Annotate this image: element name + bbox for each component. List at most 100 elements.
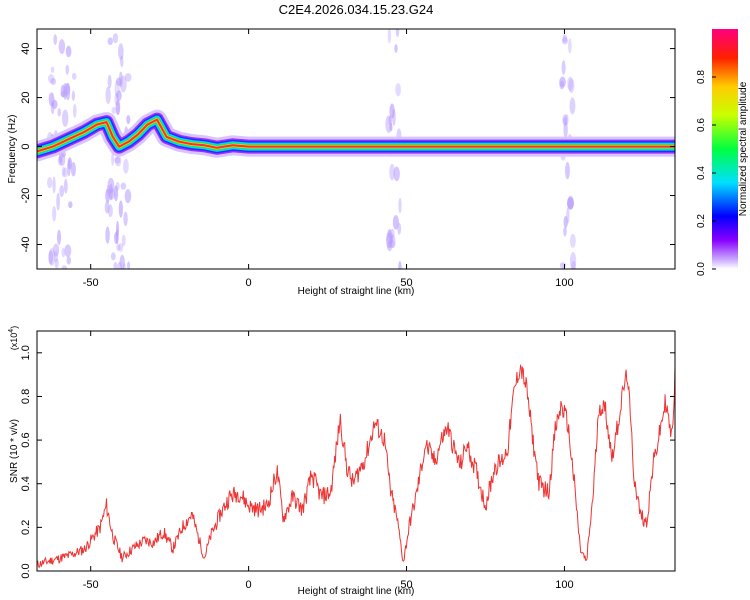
spectrogram-xlabel: Height of straight line (km) (298, 286, 415, 297)
noise-speck (563, 215, 568, 229)
spectrogram-xtick-label: 50 (400, 277, 412, 289)
snr-ytick-label: 0.8 (20, 389, 32, 404)
noise-speck (107, 37, 113, 46)
noise-speck (397, 222, 402, 235)
noise-speck (61, 265, 68, 269)
noise-speck (118, 242, 124, 252)
noise-speck (121, 234, 126, 247)
snr-xtick-label: 100 (555, 579, 573, 591)
spectrogram-ytick-label: 20 (20, 91, 32, 103)
noise-speck (562, 114, 568, 127)
spectrogram-ytick-label: 40 (20, 42, 32, 54)
noise-speck (52, 205, 57, 222)
noise-speck (119, 254, 125, 269)
noise-speck (111, 152, 115, 166)
noise-speck (64, 244, 72, 258)
snr-multiplier-base: (x10 (9, 333, 19, 351)
colorbar-label: Normalized spectral amplitude (738, 81, 749, 216)
noise-speck (68, 201, 73, 209)
noise-speck (114, 155, 122, 167)
noise-speck (395, 29, 400, 37)
noise-speck (50, 78, 57, 85)
spectrogram-ytick-label: -20 (20, 188, 32, 204)
noise-speck (386, 229, 393, 244)
noise-speck (52, 243, 60, 257)
noise-speck (386, 232, 393, 249)
noise-speck (60, 90, 68, 98)
noise-speck (47, 74, 55, 84)
ridge-band (37, 118, 675, 153)
spectrogram-x-axis: -50 0 50 100 (83, 29, 574, 289)
snr-multiplier-exponent: 4 (8, 329, 15, 333)
noise-speck (52, 176, 56, 194)
noise-speck (66, 256, 72, 265)
snr-panel: -50 0 50 100 0.0 0.2 0.4 0.6 0.8 1.0 Height of s… (8, 326, 676, 597)
noise-speck (118, 71, 123, 87)
noise-speck (111, 106, 117, 114)
noise-speck (116, 244, 121, 252)
noise-speck (390, 234, 396, 249)
noise-speck (119, 75, 127, 93)
noise-speck (58, 39, 66, 55)
noise-speck (112, 33, 119, 44)
noise-speck (123, 211, 128, 227)
noise-speck (127, 261, 131, 269)
noise-speck (120, 55, 124, 68)
noise-speck (62, 167, 68, 178)
snr-series-group (37, 363, 675, 569)
noise-speck (389, 235, 394, 244)
colorbar-tick-label: 0.2 (696, 214, 707, 228)
noise-speck (388, 115, 392, 126)
noise-speck (65, 64, 70, 75)
noise-speck (395, 83, 402, 97)
noise-speck (116, 99, 121, 116)
noise-speck (113, 185, 119, 202)
noise-speck (563, 226, 567, 237)
noise-speck (110, 252, 116, 261)
noise-speck (567, 38, 572, 54)
snr-x-axis: -50 0 50 100 (83, 331, 574, 591)
colorbar-ticks: 0.0 0.2 0.4 0.6 0.8 (696, 70, 716, 276)
noise-speck (566, 197, 574, 210)
snr-multiplier: (x104) (8, 326, 19, 350)
noise-speck (105, 226, 110, 244)
noise-speck (124, 72, 132, 82)
noise-speck (61, 109, 69, 127)
noise-speck (389, 163, 395, 181)
snr-ytick-label: 1.0 (20, 345, 32, 360)
noise-speck (61, 166, 66, 178)
noise-speck (70, 162, 76, 177)
colorbar-gradient (712, 29, 738, 269)
snr-xtick-label: -50 (83, 579, 99, 591)
noise-speck (568, 78, 575, 93)
noise-speck (114, 156, 121, 164)
noise-speck (562, 34, 568, 43)
noise-speck (63, 178, 68, 194)
colorbar-tick-label: 0.8 (696, 70, 707, 84)
colorbar: 0.0 0.2 0.4 0.6 0.8 Normalized spectral ampl… (696, 29, 749, 276)
noise-speck (53, 34, 58, 46)
figure-title: C2E4.2026.034.15.23.G24 (279, 2, 434, 17)
noise-speck (57, 107, 61, 117)
noise-speck (569, 252, 577, 269)
noise-speck (48, 250, 54, 265)
snr-xtick-label: 50 (400, 579, 412, 591)
noise-speck (571, 260, 576, 269)
noise-speck (122, 158, 129, 174)
snr-ytick-label: 0.4 (20, 476, 32, 491)
noise-speck (567, 76, 574, 91)
noise-speck (126, 115, 131, 125)
spectrogram-y-axis: -40 -20 0 20 40 (20, 42, 675, 252)
noise-speck (398, 197, 402, 214)
spectrogram-frame (36, 28, 676, 270)
noise-speck (104, 201, 110, 214)
snr-xlabel: Height of straight line (km) (298, 586, 415, 597)
noise-speck (53, 250, 58, 263)
noise-speck (56, 229, 62, 245)
snr-frame (36, 330, 676, 572)
colorbar-tick-label: 0.6 (696, 118, 707, 132)
noise-speck (65, 45, 72, 58)
noise-speck (569, 233, 576, 248)
spectrogram-xtick-label: 100 (555, 277, 573, 289)
